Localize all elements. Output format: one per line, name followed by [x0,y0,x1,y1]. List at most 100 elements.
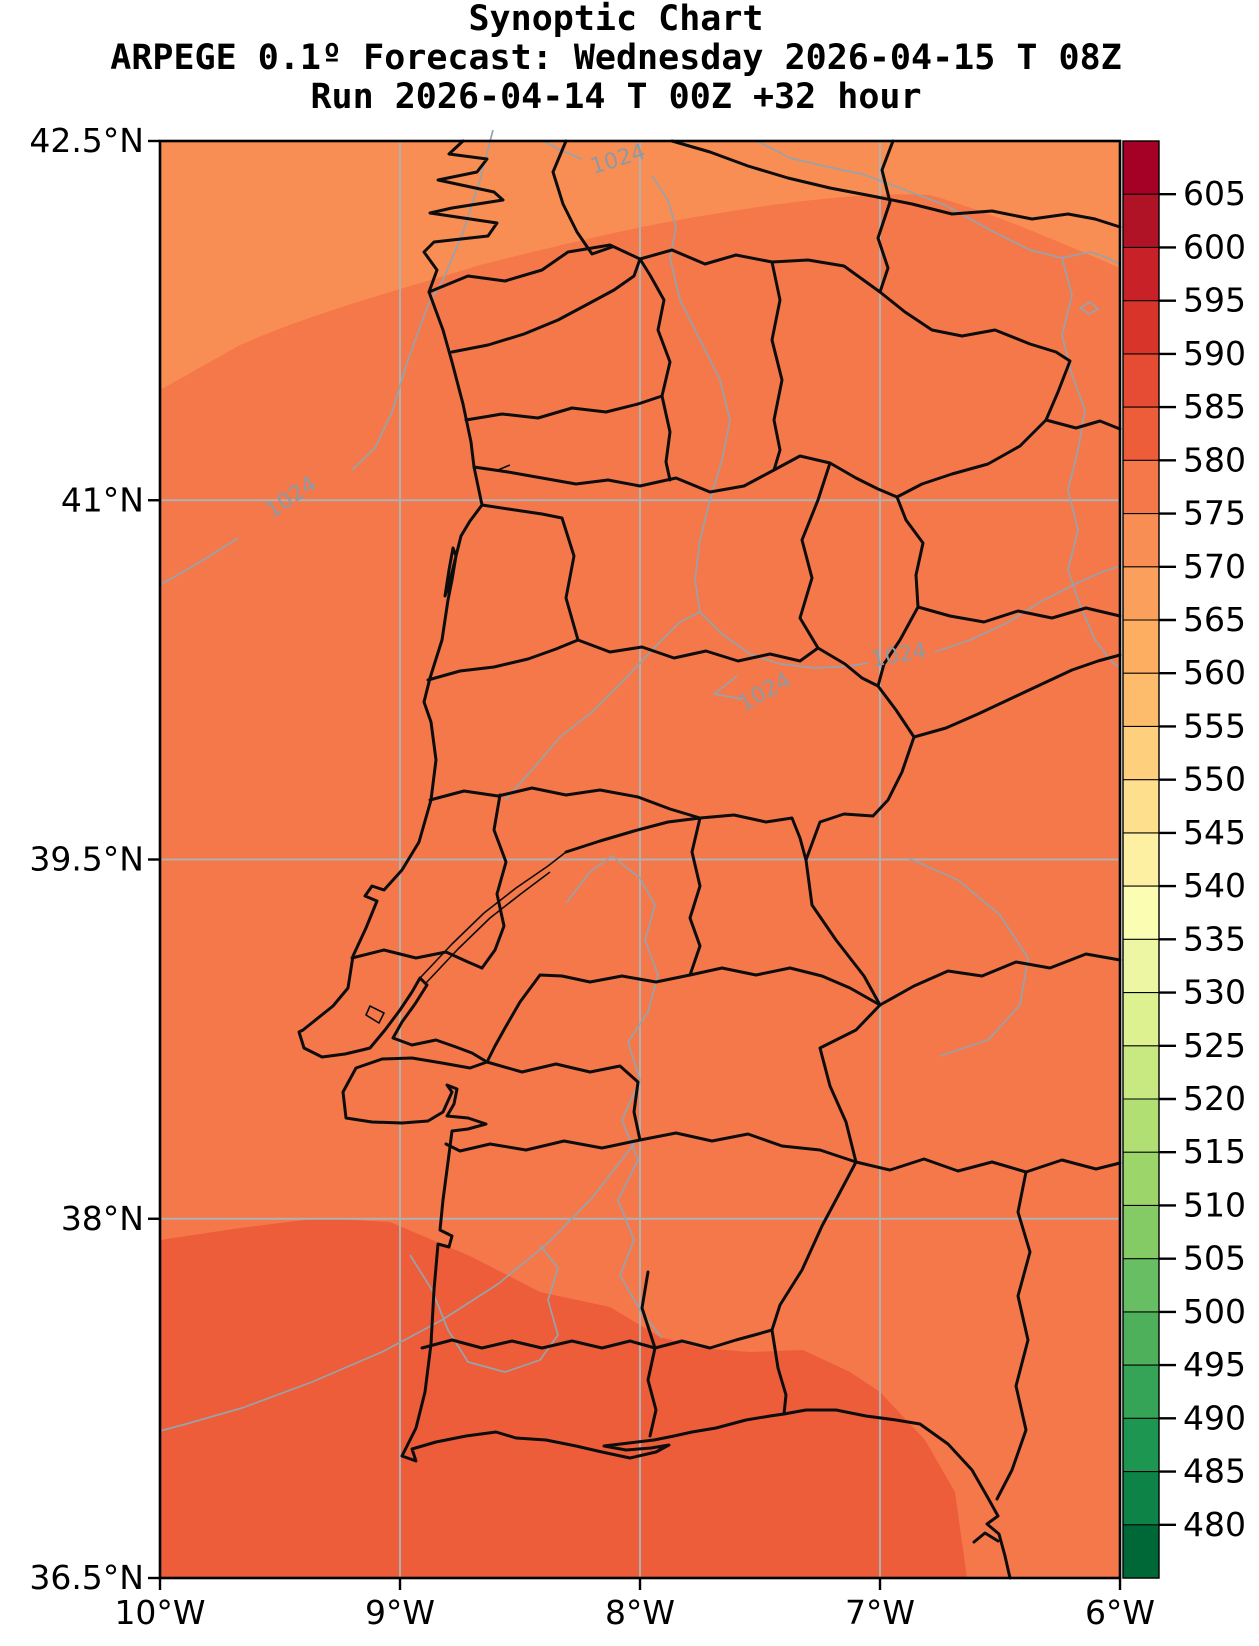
spain-caceres-badajoz [878,952,1122,1007]
colorbar-tick-label: 495 [1183,1345,1246,1384]
admin-gray-spain-arc [907,857,1029,1057]
district-coimbra-south [428,786,808,862]
colorbar-segment [1123,194,1159,249]
colorbar-segment [1123,1365,1159,1419]
district-setubal-evora [485,1060,642,1142]
colorbar-tick-label: 590 [1183,334,1246,373]
colorbar-tick-label: 565 [1183,600,1246,639]
district-braga-porto [464,394,664,422]
colorbar-tick-label: 595 [1183,281,1246,320]
colorbar-tick-label: 525 [1183,1026,1246,1065]
isobar-1024-west [351,129,494,471]
colorbar-tick-label: 490 [1183,1398,1246,1437]
colorbar-segment [1123,1045,1159,1100]
colorbar: 605 600 595 590 585 580 575 570 565 560 555 550 545 5… [1122,140,1246,1579]
colorbar-tick-label: 605 [1183,174,1246,213]
colorbar-tick-label: 510 [1183,1185,1246,1224]
colorbar-segment [1123,1418,1159,1473]
isobar-1024-west-b [159,537,239,586]
colorbar-tick-label: 570 [1183,547,1246,586]
spain-badajoz-huelva [854,1157,1122,1174]
colorbar-segment [1123,566,1159,621]
colorbar-tick-label: 515 [1183,1132,1246,1171]
tejo-river-bank-2 [425,871,551,984]
lat-tick-label: 42.5°N [29,121,144,160]
lon-tick-label: 7°W [845,1593,915,1632]
colorbar-segment [1123,620,1159,674]
lat-tick-label: 38°N [61,1199,144,1238]
colorbar-segment [1123,1258,1159,1313]
portugal-spain-border [427,243,1072,1416]
spain-caceres-north [912,653,1122,739]
colorbar-tick-label: 535 [1183,919,1246,958]
colorbar-segment [1123,353,1159,408]
colorbar-tick-label: 520 [1183,1079,1246,1118]
isobar-1024-center [504,611,869,801]
colorbar-tick-label: 500 [1183,1292,1246,1331]
lat-tick-label: 41°N [61,480,144,519]
spain-salamanca-caceres [916,605,1122,624]
colorbar-segment [1123,939,1159,994]
isobar-layer [159,129,1121,1432]
district-leiria-santarem [480,793,508,970]
chart-subtitle: ARPEGE 0.1º Forecast: Wednesday 2026-04-… [110,38,1122,78]
district-evora-north [688,966,882,1007]
district-viseu-guarda [798,461,832,650]
spain-zamora-salamanca [1044,418,1122,431]
district-evora-beja [638,1131,858,1164]
tejo-island [365,1005,385,1024]
axis-layer: 42.5°N 41°N 39.5°N 38°N 36.5°N10°W 9°W 8°W 7°W 6… [29,121,1155,1632]
colorbar-segment [1123,1524,1159,1579]
colorbar-tick-label: 540 [1183,866,1246,905]
colorbar-segment [1123,673,1159,728]
chart-run-info: Run 2026-04-14 T 00Z +32 hour [310,77,922,117]
isobar-1024-southwest [159,1139,638,1432]
colorbar-segment [1123,141,1159,195]
spain-pontevedra-ourense [551,139,614,256]
district-viana-braga [450,257,642,354]
colorbar-tick-label: 530 [1183,973,1246,1012]
district-beja-faro-vertical [640,1270,658,1438]
spain-ourense-border [876,139,895,294]
district-mid-eastwest [576,638,880,688]
colorbar-tick-label: 580 [1183,440,1246,479]
fill-band-580-585 [160,1218,967,1578]
colorbar-segment [1123,726,1159,781]
colorbar-tick-label: 555 [1183,706,1246,745]
isobar-1024-north-b [651,175,731,613]
colorbar-segment [1123,247,1159,302]
district-santarem-portalegre [564,816,702,977]
isobar-1024-center-b [934,565,1121,653]
colorbar-tick-label: 505 [1183,1239,1246,1278]
colorbar-tick-label: 560 [1183,653,1246,692]
colorbar-segment [1123,513,1159,568]
isobar-1024-closed-diamond [1079,301,1099,315]
district-aveiro-viseu [480,503,580,642]
colorbar-segment [1123,460,1159,515]
colorbar-segment [1123,1099,1159,1153]
district-lisboa-santarem [350,948,484,970]
colorbar-tick-label: 575 [1183,494,1246,533]
district-vilareal-braganca [770,260,784,472]
colorbar-segment [1123,1471,1159,1526]
colorbar-segment [1123,300,1159,355]
district-coimbra-leiria [426,638,580,682]
lon-tick-label: 6°W [1085,1593,1155,1632]
isobar-1024-north [542,140,583,160]
colorbar-segment [1123,992,1159,1047]
spain-galicia-leon-line [670,139,1122,229]
colorbar-segment [1123,779,1159,834]
colorbar-frame [1122,140,1160,1579]
lon-tick-label: 10°W [114,1593,205,1632]
colorbar-segment [1123,1205,1159,1260]
district-beja-faro [420,1328,774,1350]
district-douro-line [472,454,899,499]
colorbar-tick-label: 480 [1183,1505,1246,1544]
coastline-path [297,139,1012,1580]
lat-tick-label: 39.5°N [29,840,144,879]
isobar-1024-east-branch [1061,257,1121,669]
admin-gray-alentejo [565,855,663,1339]
colorbar-tick-label: 585 [1183,387,1246,426]
